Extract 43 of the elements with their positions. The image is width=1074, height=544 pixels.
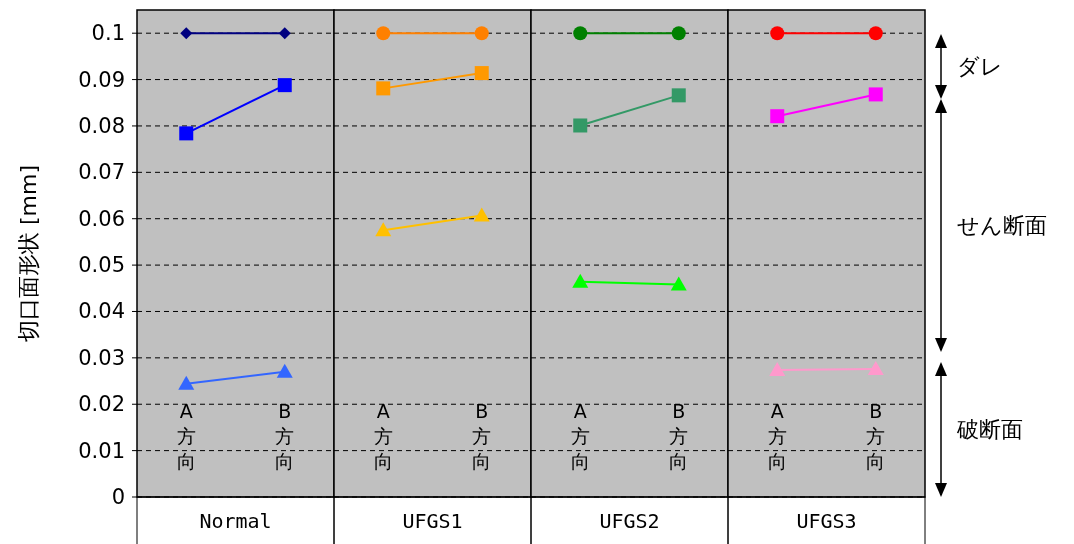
x-axis-title: Normal: [199, 509, 272, 533]
point: [573, 26, 588, 41]
y-tick-label: 0.1: [91, 21, 125, 46]
point: [770, 109, 785, 124]
x-tick-label: B方向: [669, 400, 689, 472]
y-tick-label: 0.07: [78, 160, 125, 185]
y-tick-label: 0.09: [78, 67, 125, 92]
point: [868, 26, 883, 41]
point: [180, 27, 193, 40]
y-tick-label: 0.03: [78, 345, 125, 370]
x-tick-label: A方向: [767, 400, 787, 472]
point: [573, 118, 588, 133]
point: [868, 87, 883, 102]
point: [474, 26, 489, 41]
y-tick-label: 0.01: [78, 438, 125, 463]
y-tick-label: 0.04: [78, 299, 125, 324]
point: [474, 66, 489, 81]
point: [278, 27, 291, 40]
point: [179, 126, 194, 141]
y-tick-label: 0: [111, 485, 125, 509]
x-tick-label: A方向: [570, 400, 590, 472]
y-tick-label: 0.08: [78, 113, 125, 138]
point: [671, 26, 686, 41]
text: せん断面: [957, 213, 1047, 238]
x-axis-title: UFGS1: [402, 509, 463, 533]
x-axis-title: UFGS2: [599, 509, 660, 533]
y-tick-label: 0.05: [78, 253, 125, 278]
x-tick-label: B方向: [275, 400, 295, 472]
text: ダレ: [957, 54, 1003, 79]
x-tick-label: B方向: [866, 400, 886, 472]
point: [671, 88, 686, 103]
x-tick-label: A方向: [373, 400, 393, 472]
text: 破断面: [956, 417, 1023, 442]
point: [376, 26, 391, 41]
y-tick-label: 0.06: [78, 206, 125, 231]
x-axis-title: UFGS3: [796, 509, 857, 533]
x-tick-label: B方向: [472, 400, 492, 472]
point: [277, 78, 292, 93]
point: [770, 26, 785, 41]
point: [376, 81, 391, 96]
y-tick-label: 0.02: [78, 392, 125, 417]
x-tick-label: A方向: [176, 400, 196, 472]
y-axis-title: 切口面形状 [mm]: [15, 164, 41, 343]
